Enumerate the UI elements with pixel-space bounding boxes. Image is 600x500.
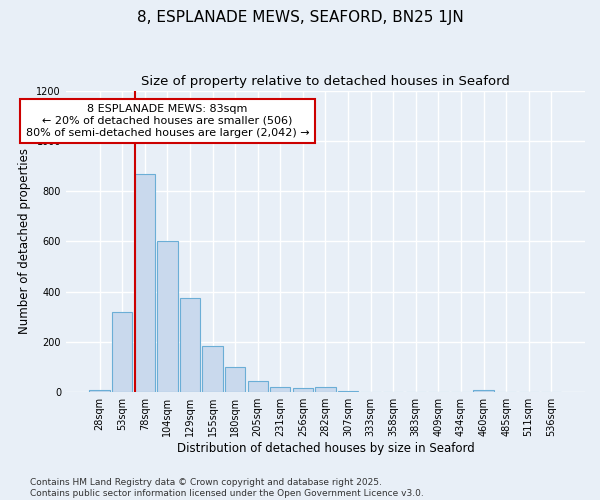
Bar	[134, 174, 155, 392]
Text: 8, ESPLANADE MEWS, SEAFORD, BN25 1JN: 8, ESPLANADE MEWS, SEAFORD, BN25 1JN	[137, 10, 463, 25]
Bar	[225, 367, 245, 392]
Y-axis label: Number of detached properties: Number of detached properties	[18, 148, 31, 334]
Bar	[157, 242, 178, 392]
X-axis label: Distribution of detached houses by size in Seaford: Distribution of detached houses by size …	[176, 442, 475, 455]
Bar	[270, 386, 290, 392]
Bar	[180, 298, 200, 392]
Text: Contains HM Land Registry data © Crown copyright and database right 2025.
Contai: Contains HM Land Registry data © Crown c…	[30, 478, 424, 498]
Bar	[202, 346, 223, 392]
Text: 8 ESPLANADE MEWS: 83sqm
← 20% of detached houses are smaller (506)
80% of semi-d: 8 ESPLANADE MEWS: 83sqm ← 20% of detache…	[26, 104, 309, 138]
Bar	[473, 390, 494, 392]
Bar	[315, 387, 335, 392]
Bar	[248, 381, 268, 392]
Bar	[89, 390, 110, 392]
Title: Size of property relative to detached houses in Seaford: Size of property relative to detached ho…	[141, 75, 510, 88]
Bar	[112, 312, 133, 392]
Bar	[293, 388, 313, 392]
Bar	[338, 391, 358, 392]
